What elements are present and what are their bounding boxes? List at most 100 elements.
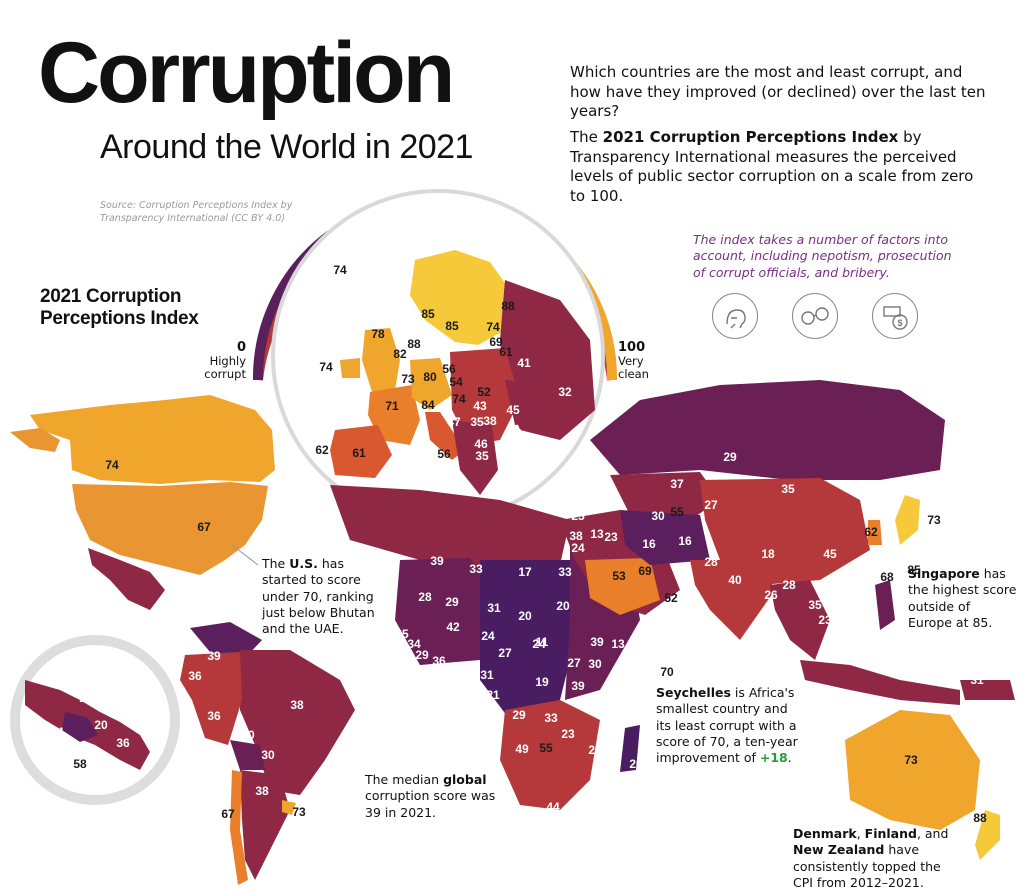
median-post: corruption score was 39 in 2021.	[365, 788, 496, 820]
country-score-label: 29	[723, 450, 737, 464]
country-score-label: 44	[546, 800, 560, 814]
legend-title: 2021 Corruption Perceptions Index	[40, 286, 199, 329]
top-b1: Denmark	[793, 826, 857, 841]
country-mexico	[88, 548, 165, 610]
country-brazil	[240, 650, 355, 795]
country-score-label: 23	[604, 530, 618, 544]
country-score-label: 74	[486, 320, 500, 334]
page-title: Corruption	[38, 25, 455, 121]
country-iberia	[330, 425, 392, 478]
country-score-label: 53	[612, 569, 626, 583]
country-score-label: 85	[421, 307, 435, 321]
country-southern-africa	[500, 700, 600, 810]
seychelles-post: is Africa's smallest country and its lea…	[656, 685, 798, 765]
seychelles-change: +18	[759, 750, 788, 765]
country-score-label: 30	[231, 583, 245, 597]
country-score-label: 31	[67, 549, 81, 563]
country-score-label: 39	[207, 649, 221, 663]
top-countries-note: Denmark, Finland, and New Zealand have c…	[793, 826, 963, 891]
country-score-label: 74	[333, 263, 347, 277]
country-score-label: 11	[536, 635, 549, 649]
median-pre: The median	[365, 772, 444, 787]
country-score-label: 43	[473, 399, 487, 413]
legend-max: 100 Very clean	[618, 340, 678, 380]
source-note: Source: Corruption Perceptions Index by …	[100, 200, 293, 224]
country-score-label: 23	[79, 691, 93, 705]
country-score-label: 35	[808, 598, 822, 612]
singapore-bold: Singapore	[908, 566, 980, 581]
country-central-africa	[480, 560, 580, 720]
country-scandinavia	[410, 250, 510, 345]
country-score-label: 28	[418, 590, 432, 604]
country-score-label: 31	[480, 668, 494, 682]
country-score-label: 45	[823, 547, 837, 561]
country-score-label: 61	[499, 345, 513, 359]
country-score-label: 70	[660, 665, 674, 679]
seychelles-note: Seychelles is Africa's smallest country …	[656, 685, 806, 766]
bribery-icon: $	[872, 293, 918, 339]
country-indonesia	[800, 660, 960, 705]
country-score-label: 39	[590, 635, 604, 649]
us-bold: U.S.	[289, 556, 318, 571]
country-score-label: 36	[207, 709, 221, 723]
legend-min-label-1: Highly	[209, 354, 246, 368]
nepotism-icon	[712, 293, 758, 339]
country-score-label: 28	[782, 578, 796, 592]
country-central-asia	[620, 510, 710, 565]
country-score-label: 26	[764, 588, 778, 602]
country-score-label: 49	[515, 742, 529, 756]
factors-note: The index takes a number of factors into…	[693, 232, 952, 280]
country-france	[368, 385, 420, 445]
country-score-label: 34	[407, 637, 421, 651]
country-score-label: 39	[571, 679, 585, 693]
country-score-label: 13	[590, 527, 604, 541]
country-score-label: 26	[588, 743, 602, 757]
country-score-label: 37	[670, 477, 684, 491]
top-b3: New Zealand	[793, 842, 885, 858]
intro-question: Which countries are the most and least c…	[570, 63, 986, 120]
country-png	[960, 680, 1015, 700]
country-score-label: 55	[539, 741, 553, 755]
country-score-label: 16	[678, 534, 692, 548]
country-score-label: 14	[246, 620, 260, 634]
country-score-label: 67	[197, 520, 211, 534]
country-score-label: 74	[452, 392, 466, 406]
country-madagascar	[620, 725, 640, 772]
country-score-label: 31	[970, 673, 984, 687]
top-t1: ,	[856, 826, 865, 841]
country-score-label: 40	[728, 573, 742, 587]
country-score-label: 73	[904, 753, 918, 767]
country-score-label: 58	[73, 757, 87, 771]
country-score-label: 56	[442, 362, 456, 376]
country-score-label: 49	[493, 475, 507, 489]
country-score-label: 41	[517, 356, 531, 370]
country-score-label: 23	[818, 613, 832, 627]
country-score-label: 38	[255, 784, 269, 798]
country-italy	[425, 412, 465, 460]
country-west-africa	[395, 558, 500, 665]
country-venezuela-region	[190, 622, 262, 658]
country-score-label: 20	[556, 599, 570, 613]
country-saudi	[585, 558, 660, 615]
handcuffs-icon	[792, 293, 838, 339]
legend-max-label-1: Very	[618, 354, 644, 368]
country-korea	[868, 520, 882, 545]
country-score-label: 24	[481, 629, 495, 643]
country-score-label: 27	[704, 498, 718, 512]
country-score-label: 61	[352, 446, 366, 460]
country-score-label: 25	[395, 627, 409, 641]
country-score-label: 84	[421, 398, 435, 412]
country-ireland	[340, 358, 360, 378]
country-score-label: 39	[844, 614, 858, 628]
us-note: The U.S. has started to score under 70, …	[262, 556, 392, 637]
country-score-label: 47	[447, 415, 461, 429]
country-score-label: 36	[188, 669, 202, 683]
legend-max-value: 100	[618, 340, 646, 355]
country-score-label: 37	[754, 631, 768, 645]
country-score-label: 62	[864, 525, 878, 539]
country-east-europe	[450, 348, 520, 445]
country-score-label: 30	[651, 509, 665, 523]
country-canada	[30, 395, 275, 484]
country-score-label: 32	[558, 385, 572, 399]
